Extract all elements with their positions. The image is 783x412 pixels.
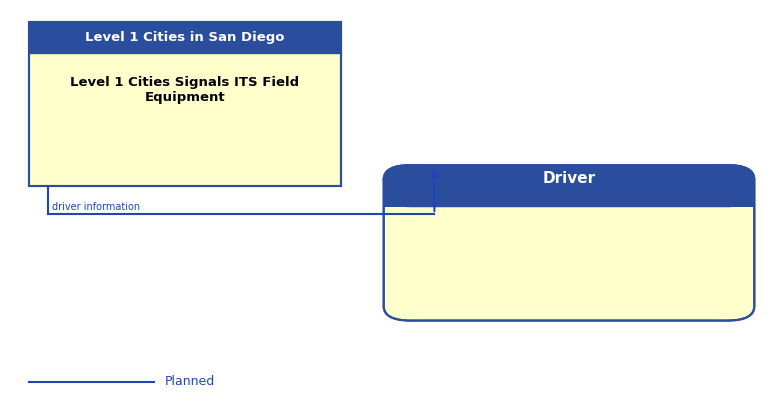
Text: Planned: Planned [165, 375, 215, 389]
FancyBboxPatch shape [29, 22, 341, 53]
FancyBboxPatch shape [384, 193, 754, 207]
Text: Level 1 Cities in San Diego: Level 1 Cities in San Diego [85, 31, 284, 44]
Text: driver information: driver information [52, 202, 140, 212]
Text: Driver: Driver [543, 171, 596, 187]
FancyBboxPatch shape [384, 165, 754, 207]
FancyBboxPatch shape [29, 22, 341, 185]
Text: Level 1 Cities Signals ITS Field
Equipment: Level 1 Cities Signals ITS Field Equipme… [70, 76, 299, 104]
FancyBboxPatch shape [384, 165, 754, 321]
